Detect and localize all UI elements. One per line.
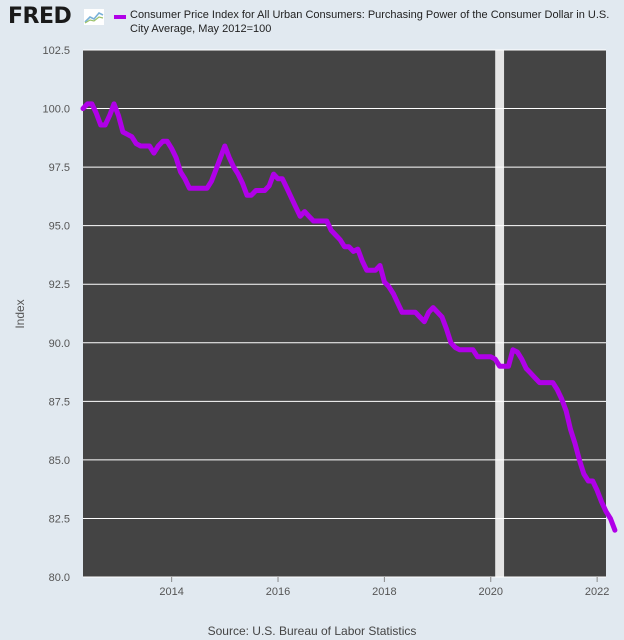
x-tick-label: 2016 [266,586,290,598]
y-tick-label: 102.5 [42,45,70,57]
source-note: Source: U.S. Bureau of Labor Statistics [207,624,417,638]
fred-chart-icon [84,9,104,25]
fred-logo[interactable]: FRED [8,4,72,29]
y-tick-label: 92.5 [49,279,70,291]
y-tick-label: 87.5 [49,396,70,408]
gridlines [83,49,606,578]
y-axis-label: Index [13,299,27,328]
y-tick-label: 100.0 [42,104,70,116]
y-tick-label: 82.5 [49,513,70,525]
y-tick-label: 95.0 [49,221,70,233]
chart-header: FRED Consumer Price Index for All Urban … [0,0,624,44]
recession-band-group [495,50,505,577]
y-axis-tick-labels: 80.0 82.5 85.0 87.5 90.0 92.5 95.0 97.5 100.0 102… [42,45,70,584]
plot-background [83,50,606,577]
x-tick-label: 2022 [585,586,609,598]
x-tick-label: 2020 [479,586,503,598]
y-tick-label: 97.5 [49,162,70,174]
y-tick-label: 80.0 [49,572,70,584]
x-tick-label: 2014 [159,586,183,598]
series-line[interactable] [80,101,618,533]
x-axis-tick-labels: 2014 2016 2018 2020 2022 [159,577,609,598]
legend-label[interactable]: Consumer Price Index for All Urban Consu… [130,9,610,35]
x-tick-label: 2018 [372,586,396,598]
legend-swatch [114,15,126,19]
y-tick-label: 90.0 [49,338,70,350]
recession-band [495,50,505,577]
y-tick-label: 85.0 [49,455,70,467]
